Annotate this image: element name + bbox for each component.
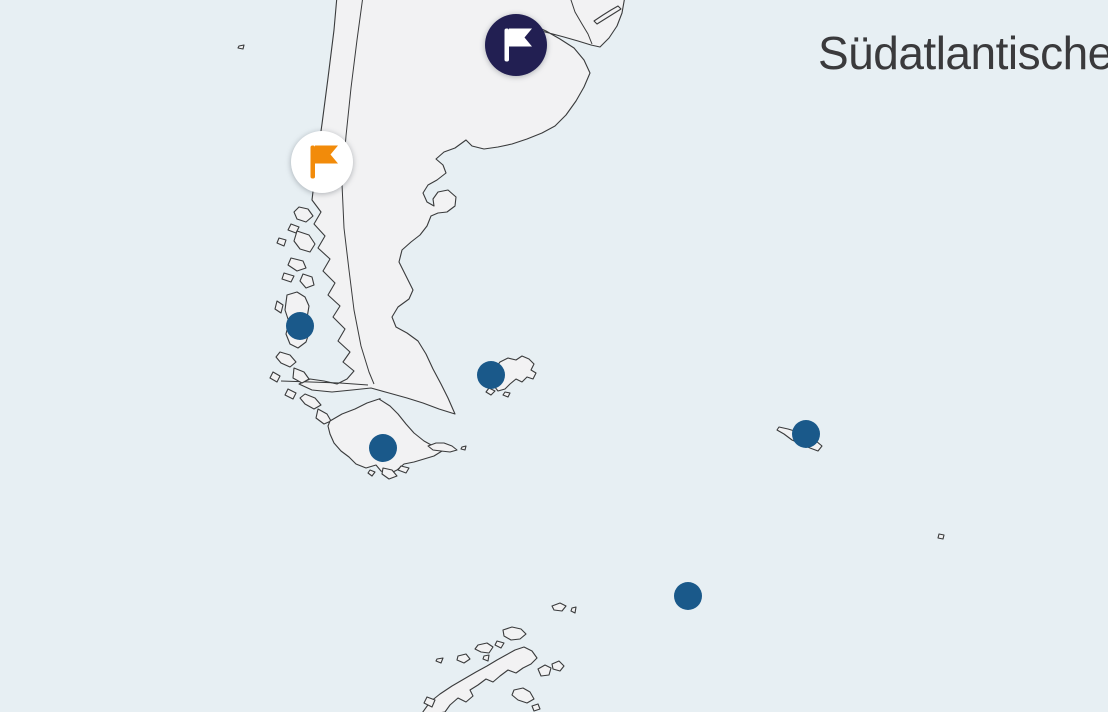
location-marker-falkland-islands[interactable] xyxy=(477,361,505,389)
location-marker-tierra-del-fuego[interactable] xyxy=(369,434,397,462)
flag-marker-alternate[interactable] xyxy=(291,131,353,193)
coastal-lagoon-spit xyxy=(593,5,622,25)
location-marker-chiloe[interactable] xyxy=(286,312,314,340)
antarctic-peninsula xyxy=(422,646,538,712)
location-marker-south-orkney[interactable] xyxy=(674,582,702,610)
clarence-island xyxy=(570,606,577,614)
markers-layer xyxy=(286,14,820,610)
king-george-island xyxy=(502,626,527,641)
mainland-south-america xyxy=(298,0,625,415)
flag-icon xyxy=(504,28,532,62)
argentina-uruguay-border xyxy=(570,0,593,45)
flag-icon xyxy=(310,145,338,179)
elephant-island xyxy=(551,602,567,612)
pacific-islet xyxy=(237,44,245,50)
fuegian-islands xyxy=(367,442,467,480)
chile-argentina-border xyxy=(341,0,375,385)
south-shetland-islands xyxy=(435,602,577,664)
location-marker-south-georgia[interactable] xyxy=(792,420,820,448)
flag-marker-selected[interactable] xyxy=(485,14,547,76)
antarctic-peninsula-group xyxy=(422,646,565,712)
map-title: Südatlantische xyxy=(818,27,1108,79)
isla-de-los-estados xyxy=(427,442,458,453)
south-sandwich-islet xyxy=(937,533,945,540)
